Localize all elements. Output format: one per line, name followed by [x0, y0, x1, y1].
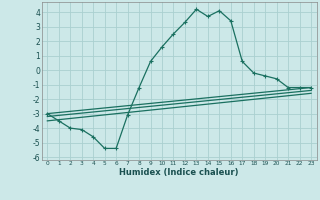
X-axis label: Humidex (Indice chaleur): Humidex (Indice chaleur): [119, 168, 239, 177]
